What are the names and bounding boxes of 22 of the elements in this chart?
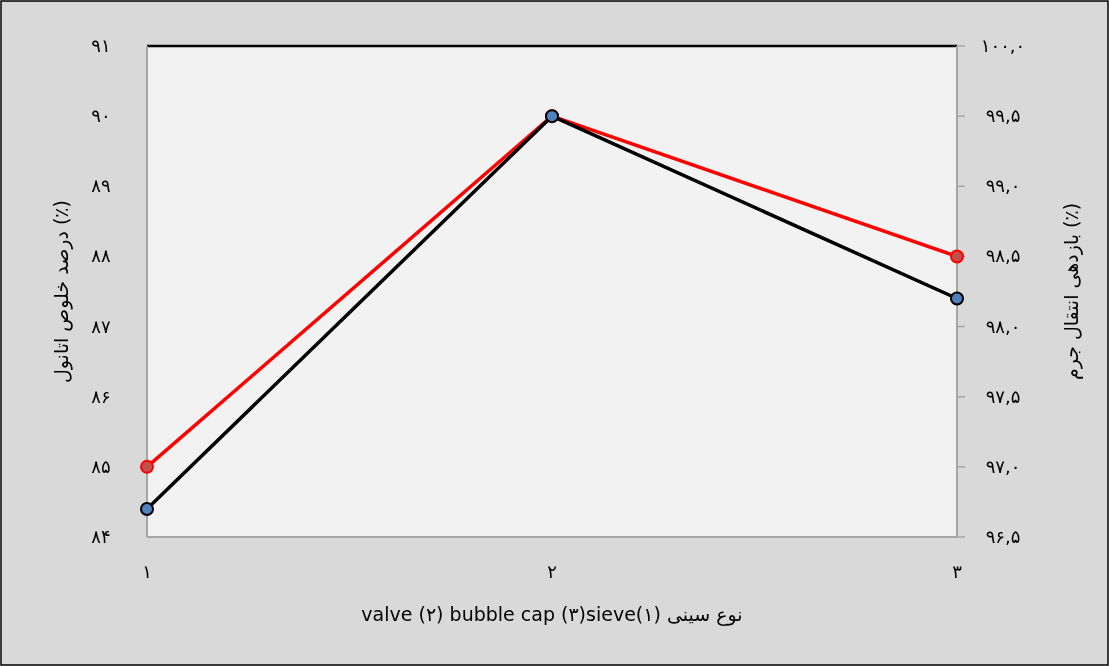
y2-tick-label: ۱۰۰,۰ (980, 35, 1026, 56)
y2-tick-label: ۹۸,۰ (985, 315, 1021, 337)
y-tick-label: ۹۱ (91, 35, 111, 56)
y-tick-label: ۸۷ (91, 315, 111, 337)
x-axis-title: نوع سینی (۱)valve (۲) bubble cap (۳)sieve (361, 603, 743, 626)
y-tick-label: ۸۴ (91, 526, 111, 547)
y-tick-label: ۹۰ (91, 105, 111, 127)
y2-tick-label: ۹۶,۵ (985, 526, 1021, 547)
y-tick-label: ۸۹ (91, 175, 111, 197)
x-tick-label: ۳ (952, 561, 963, 582)
x-tick-label: ۱ (142, 561, 152, 582)
x-tick-label: ۲ (547, 561, 557, 582)
y-tick-label: ۸۸ (91, 245, 111, 267)
y-tick-label: ۸۶ (91, 385, 111, 407)
y2-axis-title: بازدهی انتقال جرم (٪) (1060, 202, 1083, 381)
y2-tick-label: ۹۹,۰ (985, 175, 1021, 197)
y2-tick-label: ۹۸,۵ (985, 245, 1021, 267)
y2-tick-label: ۹۷,۵ (985, 385, 1021, 407)
y-axis-title: درصد خلوص اتانول (٪) (50, 200, 73, 383)
y-tick-label: ۸۵ (91, 455, 111, 477)
y2-tick-label: ۹۹,۵ (985, 105, 1021, 127)
y2-tick-label: ۹۷,۰ (985, 455, 1021, 477)
